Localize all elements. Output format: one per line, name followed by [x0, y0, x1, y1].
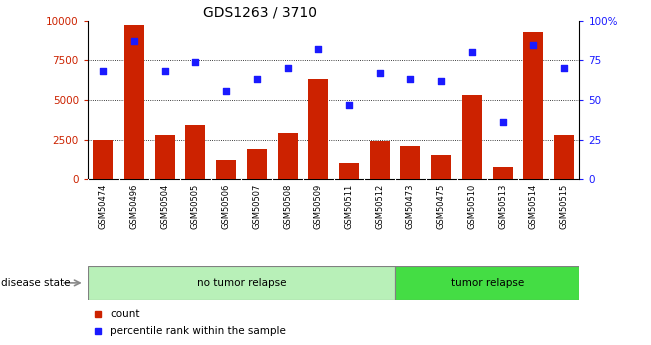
Text: GSM50505: GSM50505 — [191, 184, 200, 229]
Point — [159, 69, 170, 74]
Text: GSM50510: GSM50510 — [467, 184, 477, 229]
Point — [436, 78, 447, 84]
Text: GSM50504: GSM50504 — [160, 184, 169, 229]
Text: GSM50473: GSM50473 — [406, 184, 415, 229]
Point — [559, 66, 569, 71]
Bar — [462, 95, 482, 179]
Bar — [88, 266, 395, 300]
Bar — [124, 26, 144, 179]
Point — [344, 102, 354, 108]
Point — [467, 50, 477, 55]
Bar — [400, 146, 421, 179]
Bar — [523, 32, 544, 179]
Point — [497, 119, 508, 125]
Point — [313, 47, 324, 52]
Text: GSM50511: GSM50511 — [344, 184, 353, 229]
Text: GSM50508: GSM50508 — [283, 184, 292, 229]
Text: disease state: disease state — [1, 278, 71, 288]
Bar — [216, 160, 236, 179]
Point — [405, 77, 415, 82]
Bar — [93, 140, 113, 179]
Point — [283, 66, 293, 71]
Point — [98, 69, 109, 74]
Bar — [277, 134, 298, 179]
Bar — [247, 149, 267, 179]
Point — [374, 70, 385, 76]
Point — [221, 88, 231, 93]
Bar — [493, 167, 512, 179]
Bar — [554, 135, 574, 179]
Point — [129, 39, 139, 44]
Text: GSM50506: GSM50506 — [221, 184, 230, 229]
Text: count: count — [110, 309, 139, 319]
Bar — [339, 163, 359, 179]
Text: GSM50512: GSM50512 — [375, 184, 384, 229]
Point — [528, 42, 538, 47]
Text: percentile rank within the sample: percentile rank within the sample — [110, 326, 286, 336]
Text: GSM50475: GSM50475 — [437, 184, 446, 229]
Point — [190, 59, 201, 65]
Text: GSM50474: GSM50474 — [99, 184, 108, 229]
Bar — [370, 140, 390, 179]
Text: GSM50509: GSM50509 — [314, 184, 323, 229]
Text: GSM50496: GSM50496 — [130, 184, 139, 229]
Text: GSM50514: GSM50514 — [529, 184, 538, 229]
Title: GDS1263 / 3710: GDS1263 / 3710 — [203, 6, 317, 20]
Bar — [431, 155, 451, 179]
Text: tumor relapse: tumor relapse — [450, 278, 524, 288]
Bar — [186, 126, 205, 179]
Text: GSM50515: GSM50515 — [559, 184, 568, 229]
Point — [252, 77, 262, 82]
Bar — [155, 135, 174, 179]
Bar — [309, 79, 328, 179]
Text: GSM50507: GSM50507 — [253, 184, 261, 229]
Bar — [395, 266, 579, 300]
Text: GSM50513: GSM50513 — [498, 184, 507, 229]
Text: no tumor relapse: no tumor relapse — [197, 278, 286, 288]
